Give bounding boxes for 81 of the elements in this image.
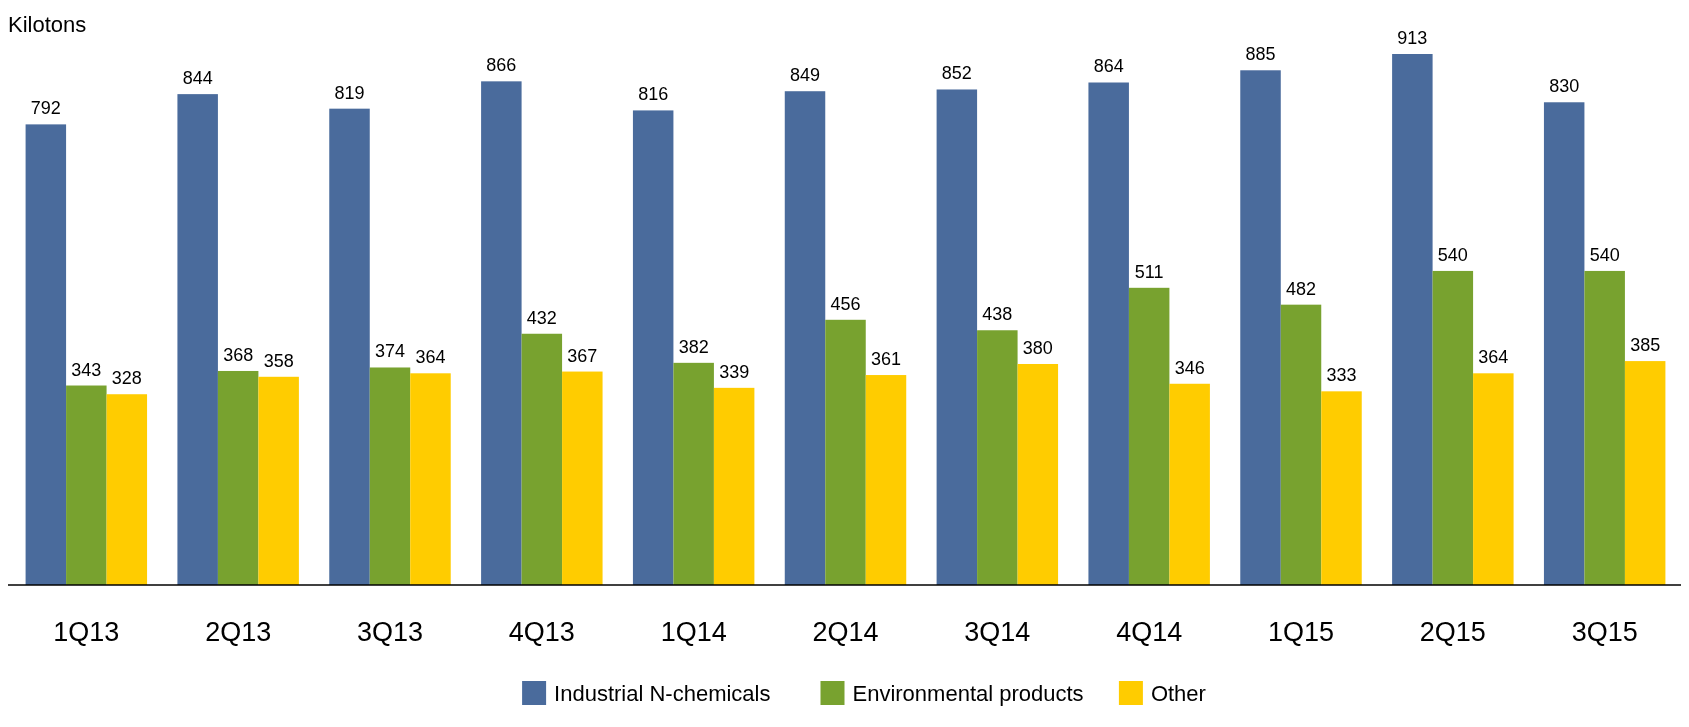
bar (217, 370, 259, 585)
data-label: 367 (567, 345, 598, 366)
data-label: 819 (334, 82, 365, 103)
data-label: 456 (830, 293, 861, 314)
bar (25, 124, 67, 585)
bar (1543, 102, 1585, 585)
bar (825, 319, 866, 585)
data-label: 385 (1630, 335, 1661, 356)
bar (673, 362, 714, 585)
x-tick-label: 3Q14 (964, 617, 1031, 647)
bar (1624, 361, 1666, 585)
data-label: 438 (982, 304, 1013, 325)
data-label: 328 (111, 368, 142, 389)
x-tick-label: 1Q14 (660, 617, 727, 647)
bar (481, 81, 522, 585)
data-label: 844 (182, 68, 213, 89)
data-label: 792 (30, 98, 61, 119)
bar (865, 375, 907, 585)
bar (936, 89, 978, 585)
x-tick-label: 1Q15 (1267, 617, 1335, 647)
data-label: 358 (263, 350, 294, 371)
y-axis-title: Kilotons (8, 12, 87, 37)
data-label: 511 (1134, 261, 1164, 282)
bar (258, 376, 299, 585)
bar (1128, 287, 1170, 585)
data-label: 540 (1589, 244, 1620, 265)
data-label: 380 (1022, 337, 1053, 358)
data-label: 361 (870, 349, 902, 370)
bar (410, 373, 451, 585)
data-label: 382 (678, 336, 709, 357)
bar (106, 394, 148, 585)
bar (1169, 383, 1210, 585)
x-tick-label: 3Q15 (1571, 617, 1638, 647)
x-tick-label: 3Q13 (356, 617, 424, 647)
bar (632, 110, 674, 585)
x-tick-label: 2Q15 (1419, 617, 1486, 647)
data-label: 540 (1437, 244, 1468, 265)
bar (521, 333, 563, 585)
data-label: 852 (941, 63, 972, 84)
data-label: 374 (374, 341, 406, 362)
data-label: 368 (223, 344, 254, 365)
data-label: 913 (1397, 28, 1428, 48)
data-label: 364 (415, 347, 446, 368)
bar (369, 367, 411, 585)
bar (329, 108, 370, 585)
bar (1584, 270, 1625, 585)
legend-label: Industrial N-chemicals (554, 681, 771, 706)
bar (1240, 70, 1281, 585)
bar (1432, 270, 1474, 585)
data-label: 343 (71, 359, 102, 380)
x-tick-label: 2Q13 (205, 617, 272, 647)
data-label: 849 (789, 65, 821, 86)
data-label: 339 (719, 361, 750, 382)
bar (977, 330, 1018, 585)
data-label: 816 (638, 84, 669, 105)
data-label: 830 (1549, 76, 1580, 97)
data-label: 432 (526, 307, 557, 328)
x-tick-label: 2Q14 (812, 617, 879, 647)
data-label: 885 (1245, 44, 1276, 65)
bar (1017, 363, 1059, 585)
data-label: 866 (486, 55, 517, 76)
bar (784, 91, 826, 585)
data-label: 364 (1478, 347, 1509, 368)
bar (1280, 304, 1322, 585)
bar (1321, 391, 1362, 585)
bar (713, 387, 755, 585)
bar (66, 385, 107, 585)
x-tick-label: 4Q14 (1116, 617, 1183, 647)
data-label: 864 (1093, 56, 1124, 77)
bar (1088, 82, 1129, 585)
legend-label: Environmental products (852, 681, 1084, 706)
bar (562, 371, 603, 585)
data-label: 333 (1326, 365, 1357, 386)
x-tick-label: 4Q13 (508, 617, 575, 647)
data-label: 346 (1174, 357, 1205, 378)
legend-label: Other (1150, 681, 1206, 706)
data-label: 482 (1285, 278, 1317, 299)
bar (1473, 373, 1514, 585)
bar (1392, 54, 1433, 585)
bar (177, 94, 218, 585)
x-tick-label: 1Q13 (53, 617, 120, 647)
